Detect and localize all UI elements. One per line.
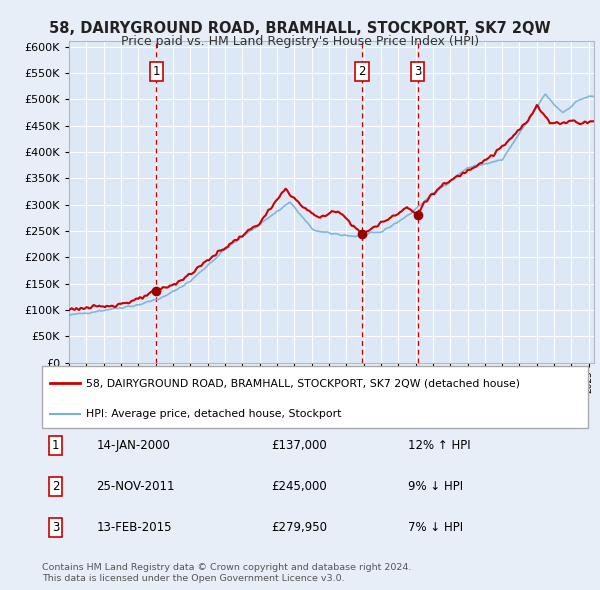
Text: Contains HM Land Registry data © Crown copyright and database right 2024.
This d: Contains HM Land Registry data © Crown c… — [42, 563, 412, 583]
Text: £245,000: £245,000 — [271, 480, 327, 493]
Text: HPI: Average price, detached house, Stockport: HPI: Average price, detached house, Stoc… — [86, 409, 341, 419]
Text: Price paid vs. HM Land Registry's House Price Index (HPI): Price paid vs. HM Land Registry's House … — [121, 35, 479, 48]
Text: 3: 3 — [414, 65, 421, 78]
Text: 12% ↑ HPI: 12% ↑ HPI — [408, 440, 470, 453]
Text: 7% ↓ HPI: 7% ↓ HPI — [408, 520, 463, 533]
Text: 1: 1 — [52, 440, 59, 453]
Text: 25-NOV-2011: 25-NOV-2011 — [97, 480, 175, 493]
FancyBboxPatch shape — [42, 366, 588, 428]
Text: 1: 1 — [152, 65, 160, 78]
Text: 2: 2 — [52, 480, 59, 493]
Text: 58, DAIRYGROUND ROAD, BRAMHALL, STOCKPORT, SK7 2QW: 58, DAIRYGROUND ROAD, BRAMHALL, STOCKPOR… — [49, 21, 551, 35]
Text: £137,000: £137,000 — [271, 440, 327, 453]
Text: 13-FEB-2015: 13-FEB-2015 — [97, 520, 172, 533]
Text: 58, DAIRYGROUND ROAD, BRAMHALL, STOCKPORT, SK7 2QW (detached house): 58, DAIRYGROUND ROAD, BRAMHALL, STOCKPOR… — [86, 378, 520, 388]
Text: 9% ↓ HPI: 9% ↓ HPI — [408, 480, 463, 493]
Text: 14-JAN-2000: 14-JAN-2000 — [97, 440, 170, 453]
Text: 3: 3 — [52, 520, 59, 533]
Text: 2: 2 — [358, 65, 365, 78]
Text: £279,950: £279,950 — [271, 520, 328, 533]
